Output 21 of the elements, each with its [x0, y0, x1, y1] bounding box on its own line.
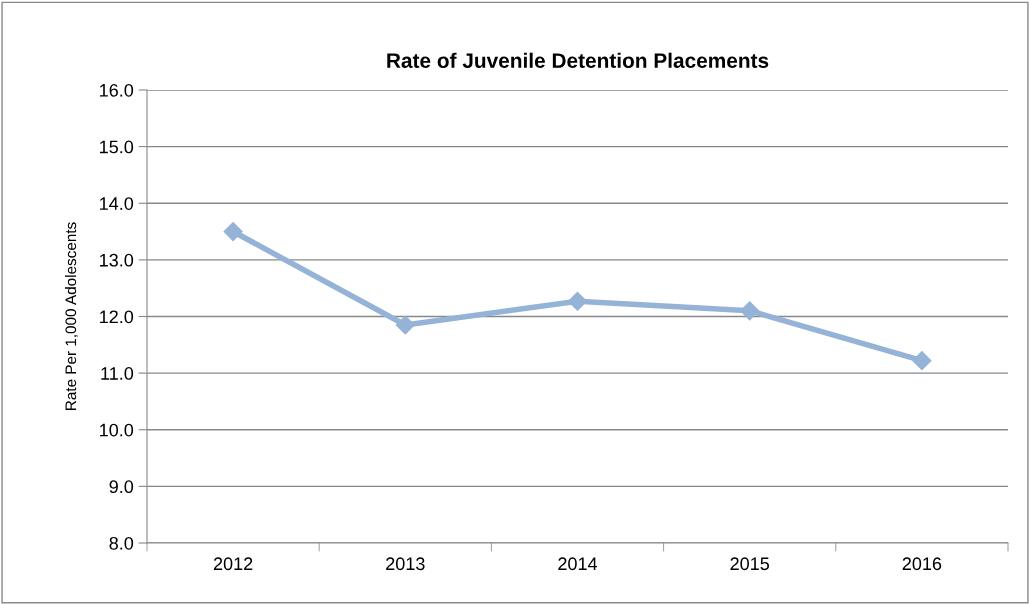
point — [395, 315, 415, 335]
point — [567, 291, 588, 311]
y-axis-title: Rate Per 1,000 Adolescents — [64, 222, 79, 410]
y-tick-label: 12.0 — [100, 310, 134, 324]
y-tick-label: 15.0 — [100, 140, 134, 154]
y-tick-label: 11.0 — [101, 367, 134, 380]
y-tick-label: 8.0 — [109, 536, 134, 550]
x-tick-label: 2012 — [213, 557, 253, 571]
point — [740, 301, 760, 321]
y-tick-label: 10.0 — [100, 423, 134, 437]
x-tick-label: 2015 — [730, 557, 770, 571]
y-tick-label: 14.0 — [100, 197, 134, 210]
y-tick-label: 13.0 — [100, 253, 134, 267]
chart-title: Rate of Juvenile Detention Placements — [387, 52, 769, 68]
y-tick-label: 16.0 — [100, 83, 134, 97]
x-tick-label: 2013 — [386, 557, 425, 571]
point — [912, 351, 932, 371]
x-tick-label: 2014 — [558, 557, 598, 571]
y-tick-label: 9.0 — [109, 480, 134, 494]
x-tick-label: 2016 — [902, 557, 942, 571]
point — [223, 222, 243, 242]
